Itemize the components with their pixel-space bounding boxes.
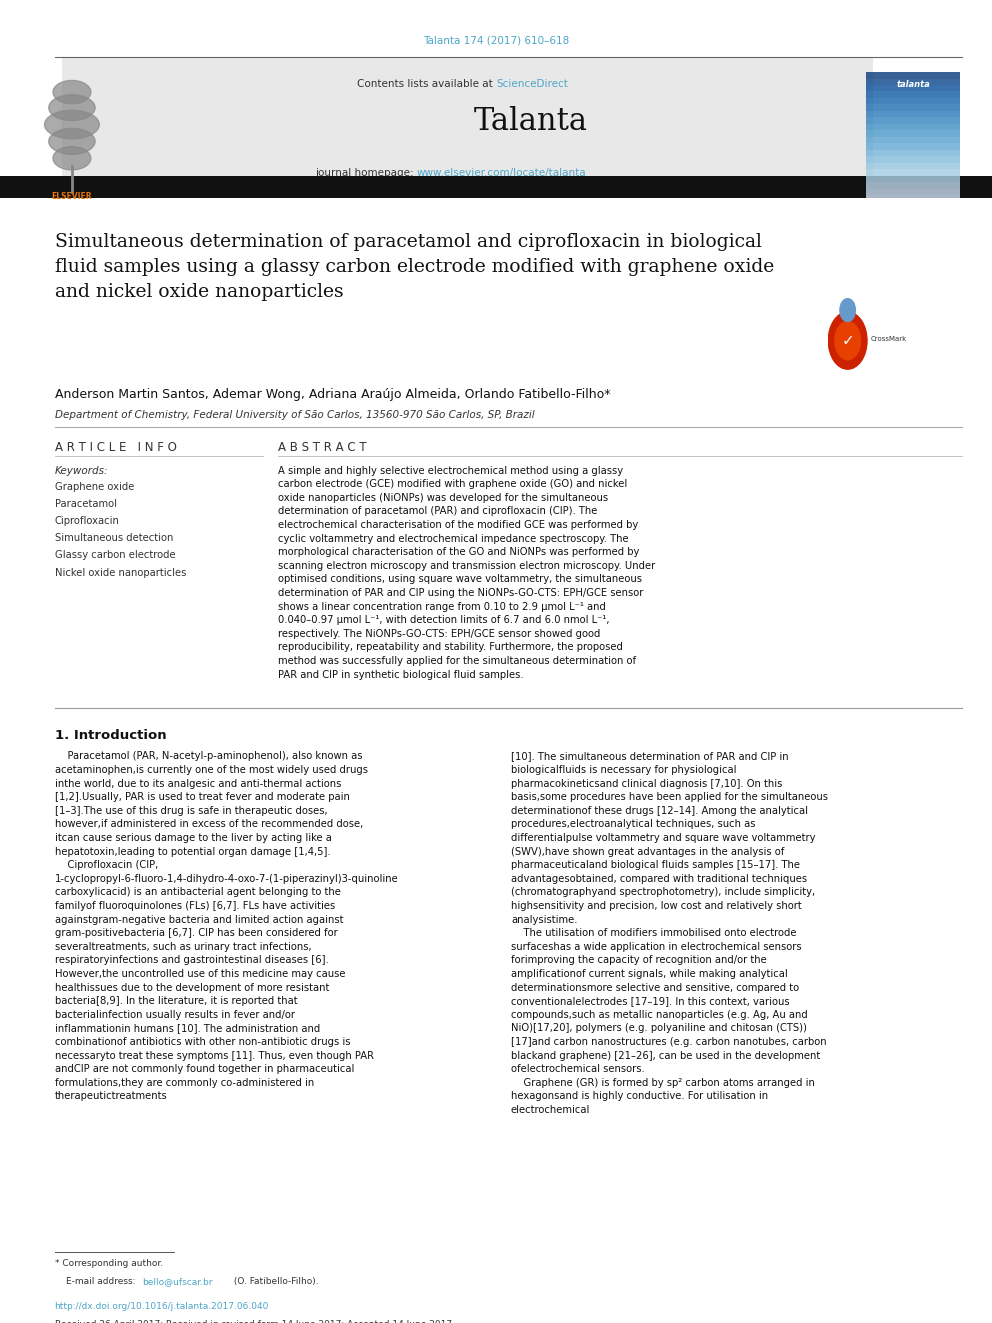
Text: (O. Fatibello-Filho).: (O. Fatibello-Filho). [231,1277,318,1286]
Text: www.elsevier.com/locate/talanta: www.elsevier.com/locate/talanta [417,168,586,179]
Ellipse shape [53,147,91,169]
Bar [866,143,960,149]
Bar [866,131,960,136]
Bar [866,118,960,124]
Text: journal homepage:: journal homepage: [314,168,417,179]
Bar [866,136,960,143]
Circle shape [835,321,860,360]
Text: Ciprofloxacin: Ciprofloxacin [55,516,119,527]
Ellipse shape [53,81,91,103]
Bar [866,183,960,189]
Circle shape [828,312,867,369]
Text: Graphene oxide: Graphene oxide [55,482,134,492]
Bar [866,71,960,78]
Ellipse shape [49,128,95,155]
Text: bello@ufscar.br: bello@ufscar.br [142,1277,212,1286]
Bar [866,169,960,176]
Text: talanta: talanta [896,79,930,89]
Text: 1. Introduction: 1. Introduction [55,729,167,742]
Text: http://dx.doi.org/10.1016/j.talanta.2017.06.040: http://dx.doi.org/10.1016/j.talanta.2017… [55,1302,269,1311]
Text: Glassy carbon electrode: Glassy carbon electrode [55,550,176,561]
Text: ScienceDirect: ScienceDirect [496,79,567,90]
Text: Received 26 April 2017; Received in revised form 14 June 2017; Accepted 14 June : Received 26 April 2017; Received in revi… [55,1319,451,1323]
Bar [866,196,960,201]
Bar [866,78,960,85]
FancyBboxPatch shape [62,57,873,196]
Bar [866,156,960,163]
Text: Paracetamol (PAR, N-acetyl-p-aminophenol), also known as
acetaminophen,is curren: Paracetamol (PAR, N-acetyl-p-aminophenol… [55,751,399,1102]
Bar [866,105,960,111]
Circle shape [840,299,855,321]
Bar [866,124,960,131]
Text: Nickel oxide nanoparticles: Nickel oxide nanoparticles [55,568,186,578]
Bar [866,98,960,105]
Bar [866,149,960,156]
Text: Simultaneous detection: Simultaneous detection [55,533,173,544]
Bar [866,111,960,118]
Bar [866,176,960,183]
Ellipse shape [49,95,95,120]
Text: Paracetamol: Paracetamol [55,499,117,509]
Text: A R T I C L E   I N F O: A R T I C L E I N F O [55,441,177,454]
Text: Simultaneous determination of paracetamol and ciprofloxacin in biological
fluid : Simultaneous determination of paracetamo… [55,233,774,300]
Text: A B S T R A C T: A B S T R A C T [278,441,366,454]
Text: ✓: ✓ [841,333,854,348]
Bar [866,91,960,98]
Bar [866,163,960,169]
Text: * Corresponding author.: * Corresponding author. [55,1259,163,1269]
FancyBboxPatch shape [0,176,992,198]
Text: Talanta 174 (2017) 610–618: Talanta 174 (2017) 610–618 [423,36,569,46]
Text: Talanta: Talanta [474,106,587,136]
Text: E-mail address:: E-mail address: [66,1277,139,1286]
Text: Department of Chemistry, Federal University of São Carlos, 13560-970 São Carlos,: Department of Chemistry, Federal Univers… [55,410,534,421]
Text: A simple and highly selective electrochemical method using a glassy
carbon elect: A simple and highly selective electroche… [278,466,655,680]
Text: Keywords:: Keywords: [55,466,108,476]
Text: ELSEVIER: ELSEVIER [52,192,92,201]
Text: CrossMark: CrossMark [870,336,907,341]
Bar [866,189,960,196]
Bar [866,85,960,91]
Text: Anderson Martin Santos, Ademar Wong, Adriana Araújo Almeida, Orlando Fatibello-F: Anderson Martin Santos, Ademar Wong, Adr… [55,388,610,401]
Text: [10]. The simultaneous determination of PAR and CIP in
biologicalfluids is neces: [10]. The simultaneous determination of … [511,751,828,1115]
Text: Contents lists available at: Contents lists available at [357,79,496,90]
Ellipse shape [45,110,99,139]
